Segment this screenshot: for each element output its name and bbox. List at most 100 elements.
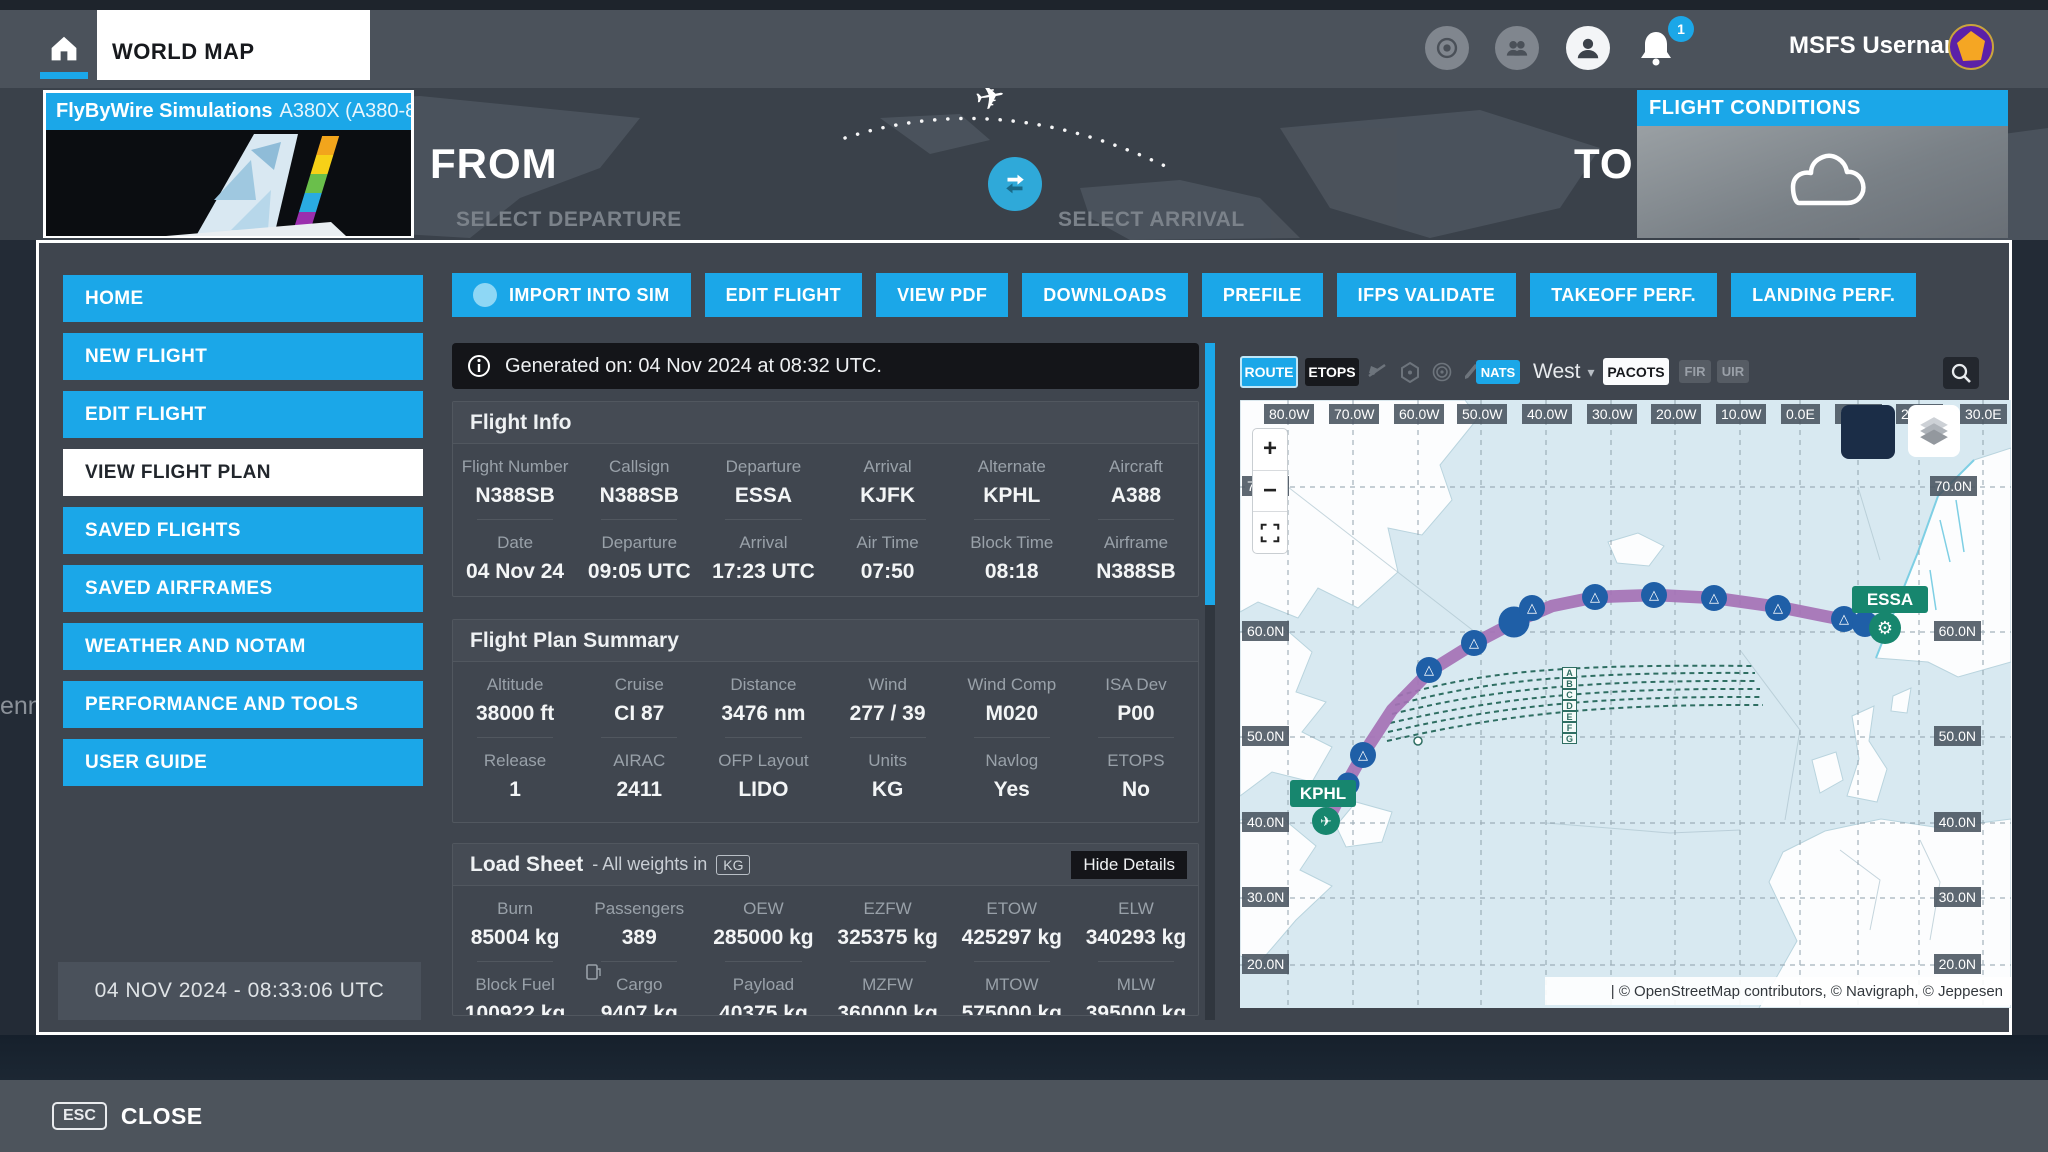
info-cell: Date 04 Nov 24 (453, 533, 577, 584)
sidebar-item[interactable]: VIEW FLIGHT PLAN (63, 449, 423, 496)
waypoint-icon[interactable]: △ (1765, 595, 1791, 621)
map-label-alternate[interactable]: KPHL (1290, 780, 1356, 807)
cell-value: 2411 (616, 778, 663, 801)
flight-info-section: Flight Info Flight Number N388SB Callsig… (452, 401, 1199, 597)
fir-toggle[interactable]: FIR (1679, 360, 1711, 383)
sidebar-item[interactable]: SAVED AIRFRAMES (63, 565, 423, 612)
load-cell: EZFW 325375 kg (826, 899, 950, 950)
info-cell: Callsign N388SB (577, 457, 701, 508)
toolbar-button[interactable]: IFPS VALIDATE (1336, 273, 1517, 317)
cell-value: 07:50 (860, 560, 915, 583)
cell-value: 9407 kg (600, 1002, 678, 1016)
esc-key-icon: ESC (52, 1102, 107, 1130)
pacots-toggle[interactable]: PACOTS (1603, 358, 1669, 385)
cell-value: 08:18 (984, 560, 1039, 583)
waypoint-icon[interactable]: △ (1519, 595, 1545, 621)
notifications-bell-icon[interactable] (1634, 26, 1678, 70)
select-departure-button[interactable]: SELECT DEPARTURE (456, 208, 682, 231)
map-canvas[interactable] (1240, 400, 2011, 1008)
scrollbar-thumb[interactable] (1205, 343, 1215, 605)
sidebar-item[interactable]: WEATHER AND NOTAM (63, 623, 423, 670)
map-search-icon[interactable] (1943, 357, 1979, 389)
profile-icon[interactable] (1566, 26, 1610, 70)
sidebar-item[interactable]: NEW FLIGHT (63, 333, 423, 380)
hexagon-icon[interactable] (1397, 360, 1423, 384)
toolbar-button[interactable]: VIEW PDF (876, 273, 1009, 317)
rings-icon[interactable] (1429, 360, 1455, 384)
toolbar-button[interactable]: DOWNLOADS (1022, 273, 1188, 317)
sidebar-item[interactable]: PERFORMANCE AND TOOLS (63, 681, 423, 728)
summary-cell: Altitude 38000 ft (453, 675, 577, 726)
close-button[interactable]: CLOSE (120, 1102, 203, 1129)
toolbar-button[interactable]: LANDING PERF. (1731, 273, 1917, 317)
friends-icon[interactable] (1495, 26, 1539, 70)
alternate-airport-icon[interactable]: ✈ (1312, 807, 1340, 835)
summary-cell: Cruise CI 87 (577, 675, 701, 726)
zoom-out-button[interactable]: − (1253, 469, 1287, 512)
toolbar-button[interactable]: PREFILE (1201, 273, 1323, 317)
waypoint-icon[interactable]: △ (1416, 657, 1442, 683)
pencil-icon[interactable] (1459, 360, 1485, 384)
zoom-in-button[interactable]: + (1262, 435, 1277, 463)
route-toggle[interactable]: ROUTE (1240, 356, 1298, 388)
load-cell: Cargo 9407 kg (577, 975, 701, 1016)
cell-value: 575000 kg (961, 1002, 1062, 1016)
cell-value: 3476 nm (721, 702, 806, 725)
lat-label: 40.0N (1242, 812, 1290, 832)
activities-icon[interactable] (1425, 26, 1469, 70)
nat-track-letter: G (1562, 733, 1577, 744)
home-icon[interactable] (46, 30, 82, 66)
fullscreen-button[interactable] (1253, 511, 1287, 553)
lon-label: 30.0W (1587, 404, 1638, 424)
avatar[interactable] (1948, 24, 1994, 70)
sidebar-item[interactable]: SAVED FLIGHTS (63, 507, 423, 554)
waypoint-icon[interactable]: △ (1701, 585, 1727, 611)
nats-direction-dropdown[interactable]: West ▾ (1533, 356, 1595, 388)
load-sheet-row2: Block Fuel 100922 kg Cargo 9407 kg Paylo… (453, 962, 1198, 1016)
tab-world-map[interactable]: WORLD MAP (97, 10, 370, 80)
swap-airports-button[interactable] (988, 157, 1042, 211)
map-layers-button[interactable] (1908, 405, 1960, 457)
map-label-departure[interactable]: ESSA (1852, 586, 1928, 613)
generated-note: Generated on: 04 Nov 2024 at 08:32 UTC. (505, 354, 882, 377)
waypoint-icon[interactable]: △ (1461, 630, 1487, 656)
plane-tags-icon[interactable] (1365, 360, 1391, 384)
lat-label: 30.0N (1933, 887, 1981, 907)
toolbar-button[interactable]: TAKEOFF PERF. (1530, 273, 1718, 317)
summary-row1: Altitude 38000 ft Cruise CI 87 Distance … (453, 662, 1198, 737)
sidebar-item[interactable]: USER GUIDE (63, 739, 423, 786)
sidebar-item[interactable]: EDIT FLIGHT (63, 391, 423, 438)
nat-track-letter: A (1562, 667, 1577, 678)
flight-conditions-card[interactable]: FLIGHT CONDITIONS (1637, 90, 2008, 238)
nats-toggle[interactable]: NATS (1476, 360, 1520, 384)
select-arrival-button[interactable]: SELECT ARRIVAL (1058, 208, 1245, 231)
uir-toggle[interactable]: UIR (1717, 360, 1749, 383)
sidebar-item[interactable]: HOME (63, 275, 423, 322)
toolbar-button[interactable]: EDIT FLIGHT (704, 273, 863, 317)
aircraft-card[interactable]: FlyByWire Simulations A380X (A380-842 (43, 90, 414, 238)
import-into-sim-button[interactable]: IMPORT INTO SIM (452, 273, 691, 317)
summary-cell: Units KG (826, 751, 950, 802)
fuel-pump-icon (586, 964, 601, 980)
hide-details-button[interactable]: Hide Details (1071, 851, 1187, 879)
cell-label: Payload (732, 975, 795, 994)
cell-label: ETOPS (1107, 751, 1165, 770)
username-label[interactable]: MSFS Username (1789, 32, 1979, 59)
departure-airport-gear-icon[interactable]: ⚙ (1869, 612, 1901, 644)
cell-label: Departure (601, 533, 678, 552)
lat-label: 60.0N (1242, 621, 1290, 641)
cell-label: Navlog (985, 751, 1039, 770)
etops-toggle[interactable]: ETOPS (1305, 358, 1359, 386)
map-style-preview[interactable] (1841, 405, 1895, 459)
waypoint-icon[interactable]: △ (1582, 584, 1608, 610)
cell-value: No (1121, 778, 1150, 801)
cell-label: Cargo (616, 975, 663, 994)
import-into-sim-label: IMPORT INTO SIM (509, 284, 670, 305)
cell-label: Airframe (1103, 533, 1169, 552)
scrollbar-track[interactable] (1205, 343, 1215, 1020)
waypoint-icon[interactable]: △ (1641, 582, 1667, 608)
waypoint-icon[interactable]: △ (1350, 742, 1376, 768)
